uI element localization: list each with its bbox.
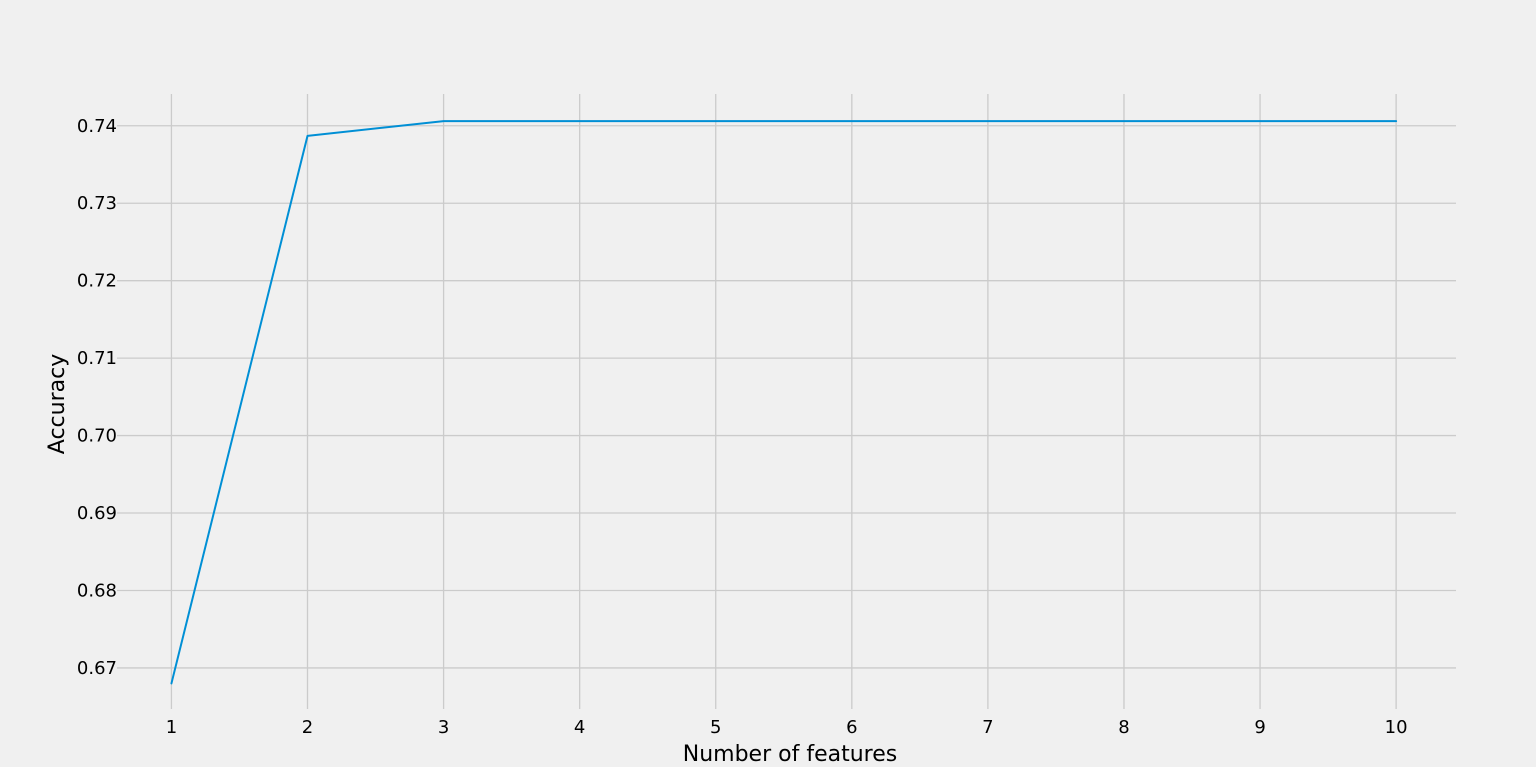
y-tick-label: 0.72 [77,271,117,292]
series-line [170,120,1398,685]
series-layer [170,120,1398,685]
y-tick-label: 0.71 [77,348,117,369]
y-tick-label: 0.69 [77,503,117,524]
x-tick-label: 2 [302,717,313,738]
y-tick-label: 0.70 [77,426,117,447]
y-axis-label: Accuracy [45,354,70,454]
x-tick-label: 7 [982,717,993,738]
x-tick-label: 1 [166,717,177,738]
y-tick-label: 0.73 [77,193,117,214]
x-tick-label: 8 [1118,717,1129,738]
y-tick-labels: 0.67 0.68 0.69 0.70 0.71 0.72 0.73 0.74 [77,116,117,679]
y-tick-label: 0.74 [77,116,117,137]
y-tick-label: 0.68 [77,580,117,601]
y-gridlines [117,125,1456,669]
x-tick-label: 6 [846,717,857,738]
y-tick-label: 0.67 [77,658,117,679]
x-axis-label: Number of features [683,742,897,767]
x-tick-labels: 1 2 3 4 5 6 7 8 9 10 [166,717,1408,738]
x-tick-label: 3 [438,717,449,738]
x-tick-label: 10 [1385,717,1408,738]
x-tick-label: 5 [710,717,721,738]
x-gridlines [170,94,1397,709]
x-tick-label: 9 [1254,717,1265,738]
x-tick-label: 4 [574,717,585,738]
